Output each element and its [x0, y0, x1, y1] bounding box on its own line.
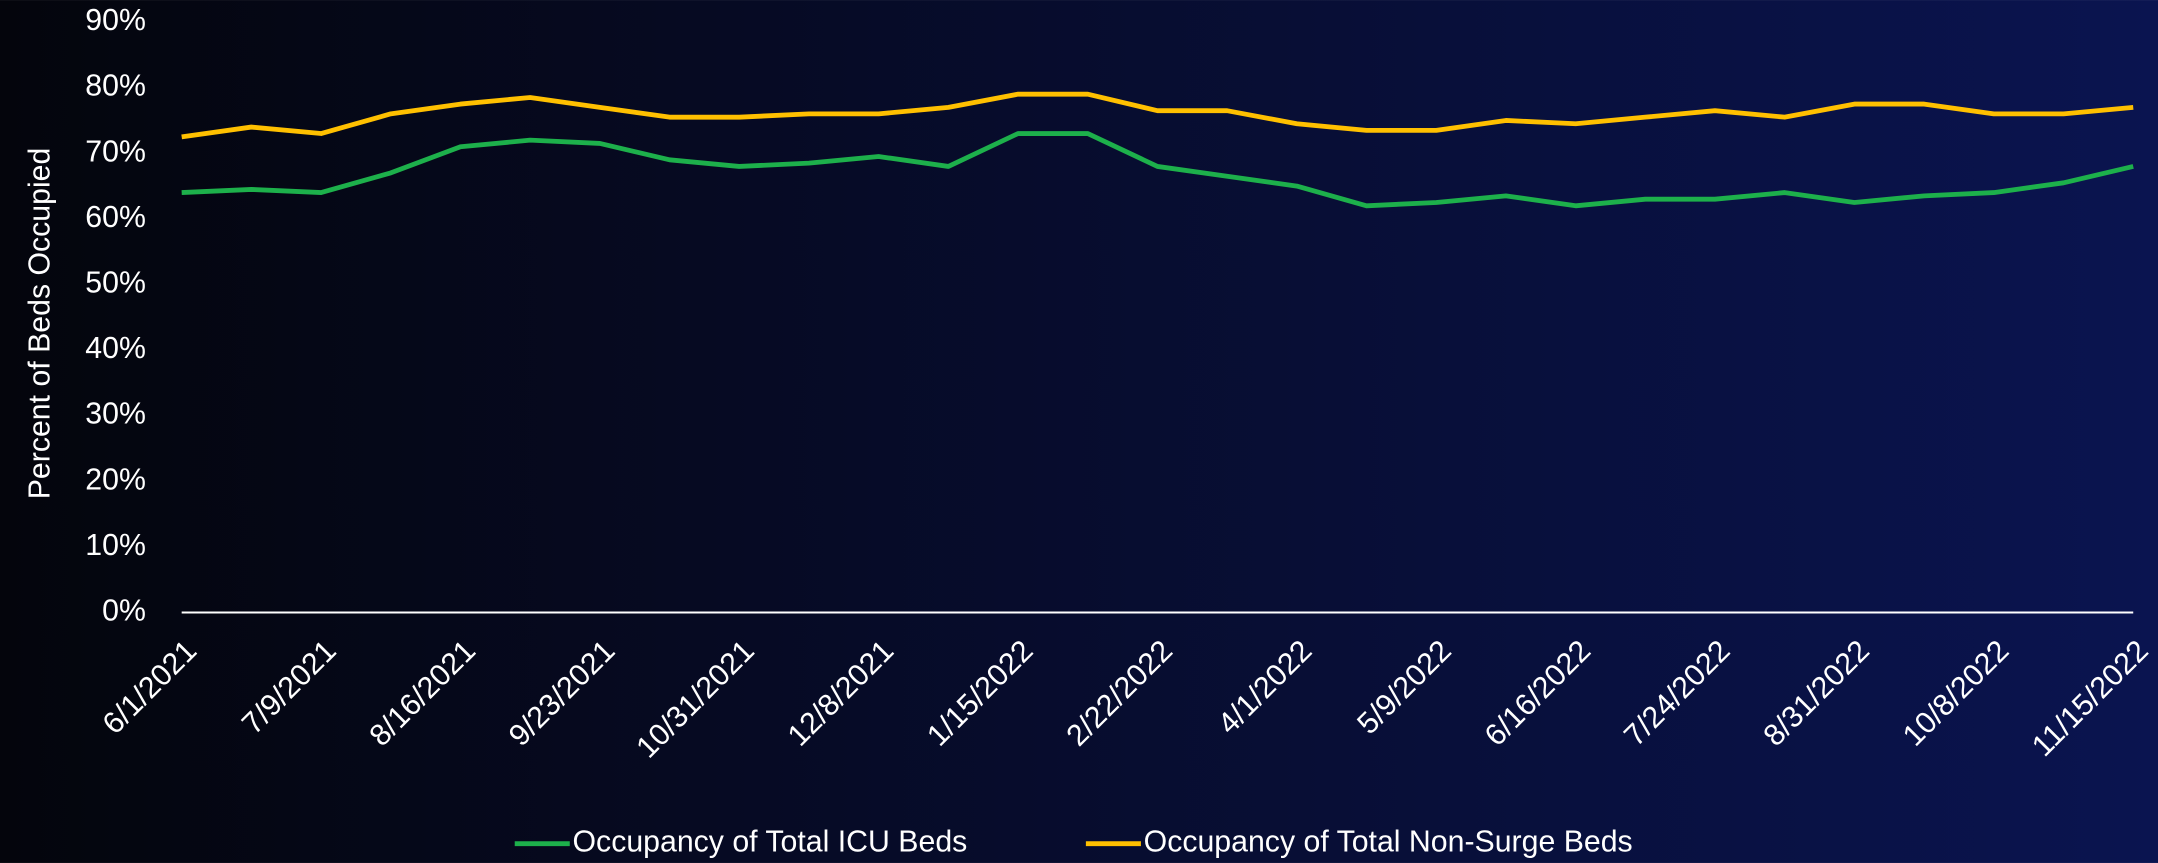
y-tick-label: 70%	[85, 135, 146, 168]
legend-label: Occupancy of Total ICU Beds	[573, 826, 968, 859]
y-tick-label: 80%	[85, 70, 146, 103]
legend-label: Occupancy of Total Non-Surge Beds	[1144, 826, 1633, 859]
y-tick-label: 20%	[85, 463, 146, 496]
y-tick-label: 40%	[85, 332, 146, 365]
y-tick-label: 0%	[102, 594, 146, 627]
series-line	[181, 91, 2134, 140]
y-tick-label: 10%	[85, 529, 146, 562]
y-tick-label: 60%	[85, 201, 146, 234]
y-tick-label: 50%	[85, 266, 146, 299]
y-tick-label: 30%	[85, 398, 146, 431]
y-axis-label: Percent of Beds Occupied	[23, 148, 56, 500]
series-line	[181, 131, 2134, 209]
y-tick-label: 90%	[85, 4, 146, 37]
